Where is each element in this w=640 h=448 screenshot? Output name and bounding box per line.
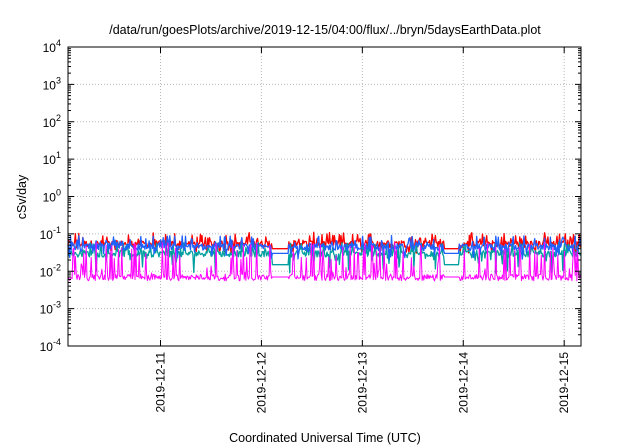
x-tick-label: 2019-12-15	[557, 352, 571, 414]
y-tick-label: 10-2	[40, 262, 61, 279]
y-tick-label: 10-4	[40, 337, 61, 354]
y-tick-label: 103	[43, 75, 61, 92]
x-tick-label: 2019-12-14	[456, 352, 470, 414]
x-axis-label: Coordinated Universal Time (UTC)	[229, 431, 421, 445]
y-tick-label: 10-3	[40, 300, 61, 317]
y-tick-label: 100	[43, 188, 61, 205]
y-tick-label: 102	[43, 113, 61, 130]
x-axis-ticks: 2019-12-11 2019-12-12 2019-12-13 2019-12-14…	[154, 47, 571, 414]
y-axis-ticks: 10-4 10-3 10-2 10-1 100 101 102 103 104	[40, 38, 581, 354]
y-tick-label: 10-1	[40, 225, 61, 242]
x-tick-label: 2019-12-13	[355, 352, 369, 414]
series-line	[67, 234, 582, 261]
plot-frame	[67, 46, 582, 347]
y-tick-label: 104	[43, 38, 61, 55]
x-tick-label: 2019-12-12	[254, 352, 268, 414]
y-axis-label: cSv/day	[15, 174, 29, 219]
series-line	[67, 241, 582, 282]
y-tick-label: 101	[43, 150, 61, 167]
series-layer	[67, 231, 582, 282]
x-tick-label: 2019-12-11	[154, 352, 168, 413]
grid	[68, 47, 581, 346]
chart-title: /data/run/goesPlots/archive/2019-12-15/0…	[109, 23, 541, 37]
